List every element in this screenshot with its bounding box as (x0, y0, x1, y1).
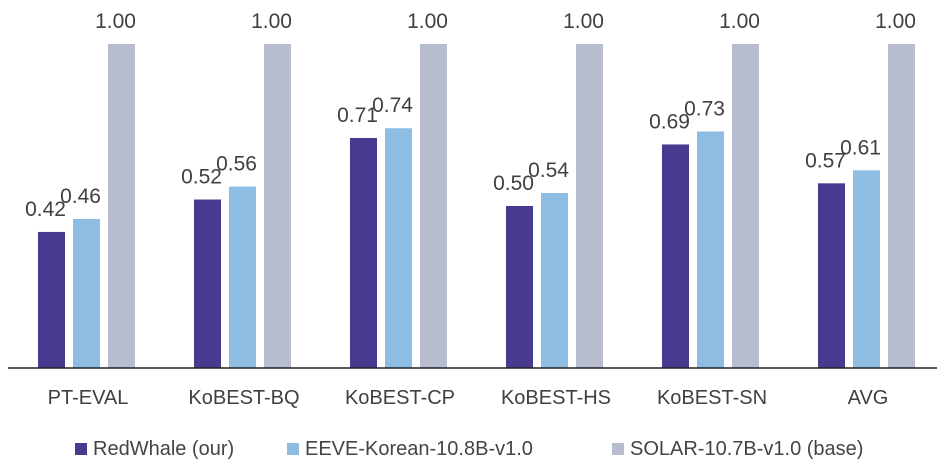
bar-pt-eval-series-2 (108, 44, 135, 368)
x-tick-label: KoBEST-BQ (188, 387, 299, 409)
bar-avg-series-1 (853, 170, 880, 368)
x-tick-label: KoBEST-HS (501, 387, 611, 409)
data-label-kobest-hs-series-1: 0.54 (528, 159, 569, 182)
data-label-kobest-bq-series-0: 0.52 (181, 166, 222, 189)
bar-kobest-bq-series-1 (229, 186, 256, 368)
data-label-kobest-sn-series-2: 1.00 (719, 10, 760, 33)
bar-kobest-hs-series-2 (576, 44, 603, 368)
x-tick-label: KoBEST-SN (657, 387, 767, 409)
legend-label: SOLAR-10.7B-v1.0 (base) (630, 437, 864, 460)
legend-item: RedWhale (our) (75, 434, 234, 464)
data-label-avg-series-1: 0.61 (840, 136, 881, 159)
bar-kobest-sn-series-2 (732, 44, 759, 368)
data-label-pt-eval-series-1: 0.46 (60, 185, 101, 208)
bar-kobest-sn-series-0 (662, 144, 689, 368)
bar-kobest-sn-series-1 (697, 131, 724, 368)
bar-kobest-cp-series-0 (350, 137, 377, 368)
legend-label: EEVE-Korean-10.8B-v1.0 (305, 437, 533, 460)
data-label-pt-eval-series-0: 0.42 (25, 198, 66, 221)
data-label-kobest-sn-series-1: 0.73 (684, 97, 725, 120)
legend-label: RedWhale (our) (93, 437, 235, 460)
legend-item: SOLAR-10.7B-v1.0 (base) (612, 434, 863, 464)
bar-avg-series-0 (818, 183, 845, 368)
data-label-kobest-cp-series-2: 1.00 (407, 10, 448, 33)
data-label-kobest-hs-series-0: 0.50 (493, 172, 534, 195)
x-tick-label: AVG (848, 387, 889, 409)
legend-swatch (287, 443, 299, 455)
bar-pt-eval-series-0 (38, 231, 65, 368)
data-label-pt-eval-series-2: 1.00 (95, 10, 136, 33)
legend-item: EEVE-Korean-10.8B-v1.0 (287, 434, 533, 464)
legend-swatch (75, 443, 87, 455)
data-label-avg-series-2: 1.00 (875, 10, 916, 33)
data-label-kobest-hs-series-2: 1.00 (563, 10, 604, 33)
bar-avg-series-2 (888, 44, 915, 368)
data-label-kobest-sn-series-0: 0.69 (649, 110, 690, 133)
data-label-avg-series-0: 0.57 (805, 149, 846, 172)
data-label-kobest-cp-series-0: 0.71 (337, 104, 378, 127)
x-tick-label: PT-EVAL (48, 387, 129, 409)
bar-chart: 0.420.46 1.00 PT-EVAL 0.520.56 1.00 KoBEST-BQ… (8, 10, 937, 409)
data-label-kobest-bq-series-1: 0.56 (216, 153, 257, 176)
bar-kobest-bq-series-2 (264, 44, 291, 368)
bar-kobest-cp-series-2 (420, 44, 447, 368)
data-label-kobest-cp-series-1: 0.74 (372, 94, 413, 117)
bar-kobest-hs-series-1 (541, 193, 568, 368)
legend: RedWhale (our) EEVE-Korean-10.8B-v1.0 SOLA… (0, 434, 937, 464)
bar-kobest-cp-series-1 (385, 128, 412, 368)
legend-swatch (612, 443, 624, 455)
x-tick-label: KoBEST-CP (345, 387, 455, 409)
bar-pt-eval-series-1 (73, 218, 100, 368)
bar-kobest-hs-series-0 (506, 206, 533, 368)
bar-kobest-bq-series-0 (194, 199, 221, 368)
data-label-kobest-bq-series-2: 1.00 (251, 10, 292, 33)
